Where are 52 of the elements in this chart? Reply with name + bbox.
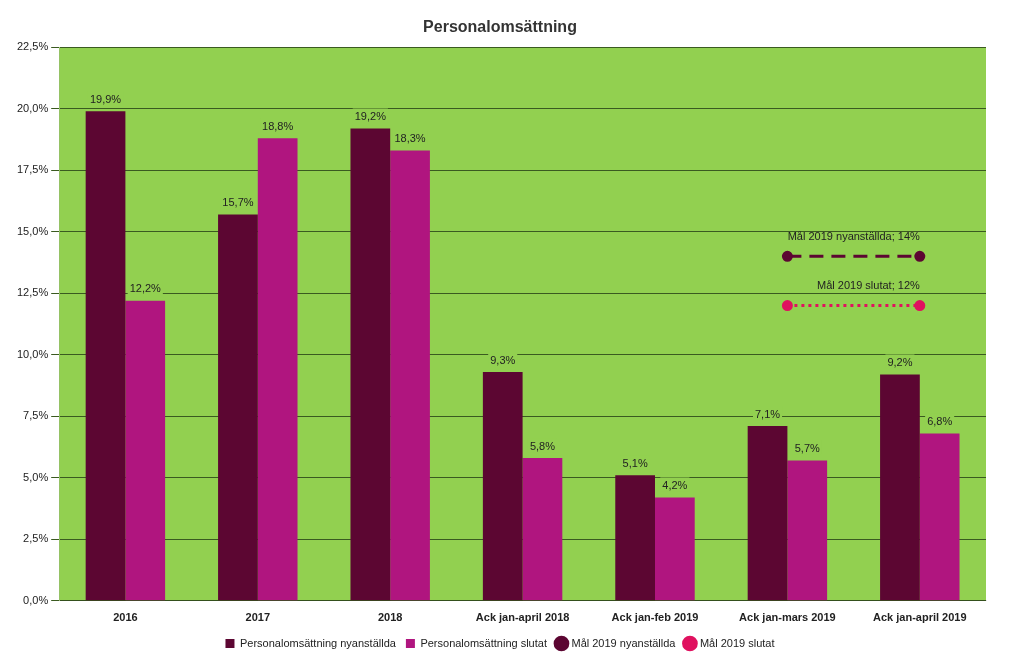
y-tick-label: 15,0% (16, 224, 49, 237)
bar (390, 150, 430, 601)
data-label: 6,8% (927, 415, 953, 428)
data-label: 9,2% (887, 355, 913, 368)
data-label: 9,3% (490, 353, 516, 366)
data-label: 18,3% (394, 132, 426, 145)
bar (125, 300, 166, 601)
x-tick-label: 2018 (377, 611, 403, 624)
x-tick-label: Ack jan-april 2018 (475, 611, 570, 624)
y-tick-label: 5,0% (23, 470, 49, 483)
legend-label: Mål 2019 slutat (699, 636, 775, 649)
bar (615, 475, 655, 601)
x-tick-label: 2017 (245, 611, 271, 624)
y-tick-label: 0,0% (23, 593, 49, 606)
data-label: 19,9% (89, 92, 122, 105)
data-label: 18,8% (262, 119, 294, 132)
annotation: Mål 2019 slutat; 12% (817, 279, 921, 292)
x-tick-label: Ack jan-feb 2019 (611, 611, 699, 624)
bar (350, 128, 391, 601)
data-label: 15,7% (222, 196, 254, 209)
data-label: 12,2% (129, 282, 162, 295)
data-label: 19,2% (354, 109, 387, 122)
bar (919, 433, 960, 601)
x-tick-label: Ack jan-april 2019 (873, 611, 967, 624)
annotation: Mål 2019 nyanställda; 14% (787, 229, 921, 242)
bar (85, 111, 126, 601)
x-tick-label: 2016 (113, 611, 138, 624)
y-tick-label: 12,5% (16, 286, 49, 299)
data-label: 5,1% (622, 456, 648, 469)
data-label: 7,1% (755, 407, 781, 420)
bar (787, 460, 828, 601)
data-label: 5,7% (794, 442, 821, 455)
legend-label: Mål 2019 nyanställda (571, 636, 677, 649)
y-tick-label: 20,0% (16, 101, 49, 114)
bar (655, 497, 695, 601)
bar (747, 426, 788, 601)
legend-label: Personalomsättning slutat (420, 636, 547, 649)
data-label: 4,2% (662, 478, 688, 491)
bar (257, 138, 298, 601)
y-tick-label: 10,0% (16, 347, 49, 360)
bar (522, 458, 563, 601)
chart-title: Personalomsättning (423, 18, 577, 36)
y-tick-label: 2,5% (23, 532, 49, 545)
y-tick-label: 7,5% (23, 409, 49, 422)
x-tick-label: Ack jan-mars 2019 (739, 611, 836, 624)
data-label: 5,8% (529, 439, 556, 452)
y-tick-label: 22,5% (16, 40, 49, 53)
bar (482, 371, 523, 601)
y-tick-label: 17,5% (16, 163, 49, 176)
legend-label: Personalomsättning nyanställda (239, 636, 397, 649)
bar (880, 374, 920, 601)
bar (218, 214, 258, 601)
